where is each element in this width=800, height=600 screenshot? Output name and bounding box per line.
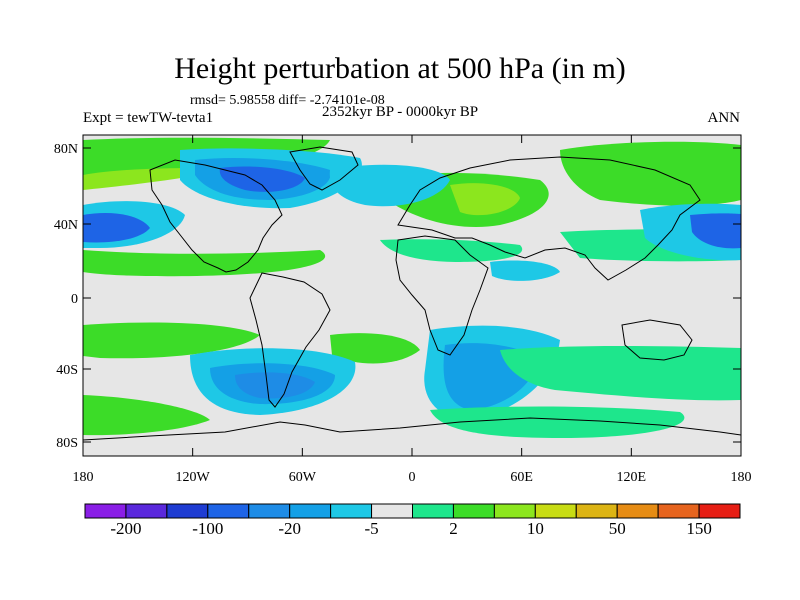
colorbar-swatch xyxy=(657,503,700,519)
figure-title: Height perturbation at 500 hPa (in m) xyxy=(174,52,626,85)
colorbar-swatch xyxy=(207,503,250,519)
anomaly-region xyxy=(219,166,305,192)
plot-area xyxy=(83,135,741,456)
colorbar xyxy=(84,503,741,519)
colorbar-swatch xyxy=(248,503,291,519)
colorbar-label: -20 xyxy=(278,519,301,538)
colorbar-swatch xyxy=(616,503,659,519)
anomaly-region xyxy=(83,212,150,243)
anomaly-region xyxy=(560,141,741,206)
longitude-labels: 180 120W 60W 0 60E 120E 180 xyxy=(73,470,752,485)
anomaly-region xyxy=(83,250,326,277)
axis-ticks xyxy=(82,135,742,456)
anomaly-region xyxy=(500,345,741,401)
colorbar-swatch xyxy=(289,503,332,519)
colorbar-label: 150 xyxy=(686,519,712,538)
colorbar-swatch xyxy=(534,503,577,519)
anomaly-region xyxy=(330,333,420,364)
anomaly-region xyxy=(490,260,560,281)
anomaly-region xyxy=(690,213,741,249)
colorbar-swatch xyxy=(166,503,209,519)
colorbar-swatch xyxy=(698,503,741,519)
lat-label: 40S xyxy=(56,363,78,378)
coast-north-america xyxy=(149,159,283,273)
anomaly-region xyxy=(450,183,520,216)
lon-label: 180 xyxy=(73,470,94,485)
colorbar-swatch xyxy=(330,503,373,519)
coast-greenland xyxy=(289,146,359,191)
anomaly-region xyxy=(430,406,685,438)
period-label: 2352kyr BP - 0000kyr BP xyxy=(322,104,479,120)
colorbar-swatch xyxy=(125,503,168,519)
coastlines xyxy=(83,146,741,441)
colorbar-label: -100 xyxy=(192,519,223,538)
lat-label: 0 xyxy=(71,292,78,307)
colorbar-labels: -200 -100 -20 -5 2 10 50 150 xyxy=(110,519,711,538)
lon-label: 0 xyxy=(409,470,416,485)
coast-antarctica xyxy=(83,417,741,441)
colorbar-swatch xyxy=(575,503,618,519)
lat-label: 80S xyxy=(56,436,78,451)
colorbar-swatch xyxy=(371,503,413,519)
coast-australia xyxy=(621,319,693,361)
lon-label: 120E xyxy=(617,470,647,485)
latitude-labels: 80N 40N 0 40S 80S xyxy=(54,142,78,451)
experiment-label: Expt = tewTW-tevta1 xyxy=(83,110,214,126)
lon-label: 180 xyxy=(731,470,752,485)
anomaly-regions xyxy=(83,137,741,438)
colorbar-label: 50 xyxy=(609,519,626,538)
coast-eurasia xyxy=(397,156,701,281)
colorbar-swatch xyxy=(493,503,536,519)
stats-text: rmsd= 5.98558 diff= -2.74101e-08 xyxy=(190,93,385,108)
anomaly-region xyxy=(83,395,210,436)
colorbar-label: -5 xyxy=(364,519,378,538)
lat-label: 80N xyxy=(54,142,78,157)
colorbar-label: -200 xyxy=(110,519,141,538)
colorbar-swatch xyxy=(84,503,127,519)
season-label: ANN xyxy=(707,110,741,126)
lat-label: 40N xyxy=(54,218,78,233)
colorbar-swatch xyxy=(452,503,495,519)
colorbar-label: 10 xyxy=(527,519,544,538)
colorbar-label: 2 xyxy=(449,519,458,538)
anomaly-region xyxy=(235,372,315,399)
coast-africa xyxy=(395,235,489,356)
lon-label: 120W xyxy=(176,470,211,485)
lon-label: 60E xyxy=(510,470,533,485)
anomaly-region xyxy=(329,164,450,207)
lon-label: 60W xyxy=(289,470,317,485)
coast-south-america xyxy=(249,272,331,408)
anomaly-region xyxy=(380,239,523,262)
colorbar-swatch xyxy=(412,503,454,519)
anomaly-region xyxy=(83,322,260,359)
